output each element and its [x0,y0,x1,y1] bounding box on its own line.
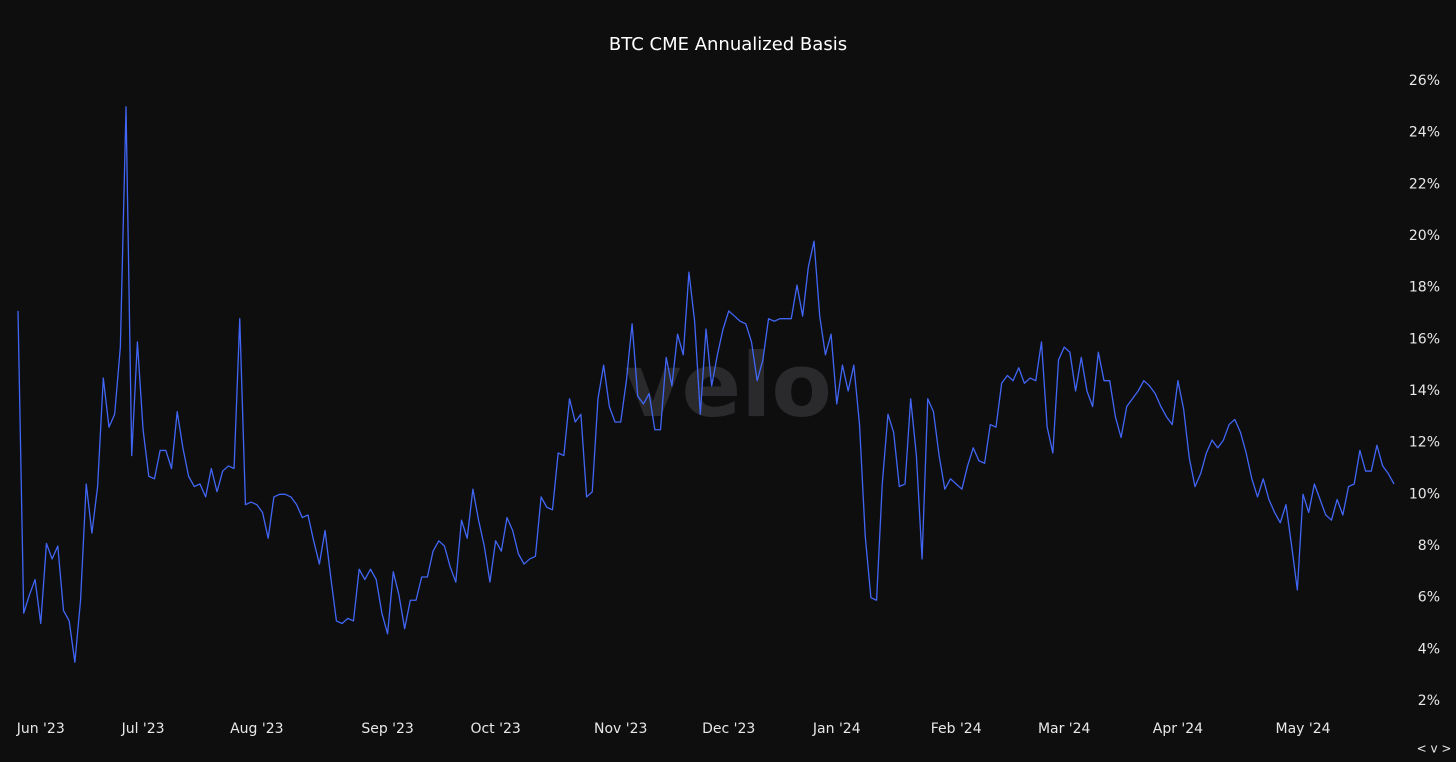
x-tick-label: Oct '23 [470,721,520,737]
chart-title: BTC CME Annualized Basis [609,34,847,55]
y-tick-label: 14% [1409,383,1440,399]
x-tick-label: Nov '23 [594,721,647,737]
x-tick-label: Feb '24 [931,721,982,737]
y-tick-label: 12% [1409,435,1440,451]
y-tick-label: 4% [1418,641,1440,657]
scale-toggle[interactable]: < v > [1417,742,1452,756]
x-tick-label: Aug '23 [230,721,283,737]
y-tick-label: 18% [1409,280,1440,296]
x-tick-label: Jul '23 [121,721,165,737]
y-tick-label: 22% [1409,176,1440,192]
y-tick-label: 20% [1409,228,1440,244]
y-tick-label: 2% [1418,693,1440,709]
x-tick-label: May '24 [1275,721,1330,737]
y-tick-label: 26% [1409,73,1440,89]
y-tick-label: 10% [1409,486,1440,502]
y-tick-label: 24% [1409,125,1440,141]
x-tick-label: Mar '24 [1038,721,1091,737]
y-tick-label: 16% [1409,331,1440,347]
x-tick-label: Apr '24 [1153,721,1203,737]
x-tick-label: Sep '23 [361,721,414,737]
y-tick-label: 6% [1418,590,1440,606]
y-tick-label: 8% [1418,538,1440,554]
x-tick-label: Dec '23 [702,721,755,737]
x-tick-label: Jan '24 [812,721,861,737]
x-tick-label: Jun '23 [16,721,65,737]
watermark: velo [624,334,832,437]
data-line [17,106,1395,663]
